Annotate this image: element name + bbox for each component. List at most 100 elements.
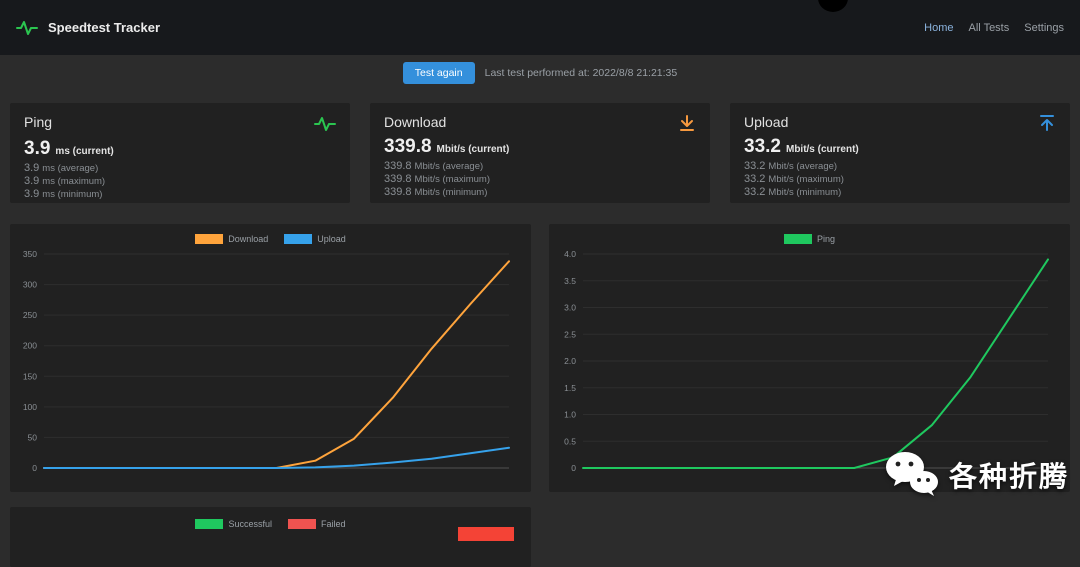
nav-link-settings[interactable]: Settings [1024, 21, 1064, 34]
legend-label: Download [228, 234, 269, 244]
ping-current: 3.9 ms (current) [24, 138, 336, 160]
svg-text:1.0: 1.0 [564, 410, 576, 420]
upload-average-row: 33.2 Mbit/s (average) [744, 160, 1056, 173]
legend-color-box [195, 519, 224, 529]
svg-text:100: 100 [23, 402, 37, 412]
ping-maximum-row: 3.9 ms (maximum) [24, 175, 336, 188]
test-again-button[interactable]: Test again [402, 62, 475, 84]
legend-item[interactable]: Failed [288, 519, 346, 529]
nav-link-home[interactable]: Home [924, 21, 954, 34]
svg-text:0: 0 [32, 463, 37, 473]
wechat-icon [884, 450, 940, 500]
legend-item[interactable]: Ping [783, 234, 835, 244]
success-failed-chart-legend: Successful Failed [10, 517, 531, 531]
upload-current: 33.2 Mbit/s (current) [744, 136, 1056, 158]
stat-value: 33.2 [744, 160, 766, 172]
download-card: Download 339.8 Mbit/s (current) 339.8 Mbit… [370, 103, 710, 203]
legend-color-box [288, 519, 316, 529]
stat-value: 339.8 [384, 186, 412, 198]
download-current-value: 339.8 [384, 136, 432, 157]
decorative-arc [818, 0, 848, 12]
upload-maximum-row: 33.2 Mbit/s (maximum) [744, 173, 1056, 186]
stat-label: Mbit/s (maximum) [414, 174, 491, 185]
stat-value: 3.9 [24, 175, 40, 187]
svg-text:250: 250 [23, 310, 37, 320]
legend-label: Successful [228, 519, 272, 529]
toolbar: Test again Last test performed at: 2022/… [0, 62, 1080, 84]
download-upload-chart: 0 50 100 150 200 250 300 350 [14, 248, 525, 484]
stat-value: 339.8 [384, 173, 412, 185]
download-upload-chart-legend: Download Upload [10, 232, 531, 246]
download-current-unit: Mbit/s (current) [436, 144, 510, 155]
svg-text:300: 300 [23, 280, 37, 290]
upload-current-unit: Mbit/s (current) [785, 144, 859, 155]
success-failed-chart-panel: Successful Failed [10, 507, 531, 567]
legend-label: Failed [321, 519, 346, 529]
stat-label: Mbit/s (minimum) [414, 187, 488, 198]
svg-text:2.5: 2.5 [564, 329, 576, 339]
ping-current-unit: ms (current) [55, 146, 114, 157]
svg-text:3.5: 3.5 [564, 276, 576, 286]
download-current: 339.8 Mbit/s (current) [384, 136, 696, 158]
stat-label: ms (average) [42, 163, 99, 174]
svg-text:350: 350 [23, 249, 37, 259]
svg-text:1.5: 1.5 [564, 383, 576, 393]
stat-value: 3.9 [24, 188, 40, 200]
legend-color-box [783, 234, 812, 244]
ping-card-title: Ping [24, 114, 53, 130]
legend-item[interactable]: Upload [284, 234, 346, 244]
ping-card: Ping 3.9 ms (current) 3.9 ms (average) 3.9… [10, 103, 350, 203]
stat-label: Mbit/s (minimum) [768, 187, 842, 198]
download-average-row: 339.8 Mbit/s (average) [384, 160, 696, 173]
nav-links: Home All Tests Settings [924, 22, 1064, 34]
ping-current-value: 3.9 [24, 138, 51, 159]
svg-text:4.0: 4.0 [564, 249, 576, 259]
svg-text:0: 0 [571, 463, 576, 473]
legend-label: Upload [317, 234, 346, 244]
svg-text:150: 150 [23, 371, 37, 381]
svg-text:0.5: 0.5 [564, 436, 576, 446]
legend-item[interactable]: Download [195, 234, 268, 244]
download-card-title: Download [384, 114, 447, 130]
stat-label: ms (maximum) [42, 176, 106, 187]
stat-label: Mbit/s (average) [414, 161, 484, 172]
upload-minimum-row: 33.2 Mbit/s (minimum) [744, 186, 1056, 199]
ping-chart: 0 0.5 1.0 1.5 2.0 2.5 3.0 3.5 4.0 [553, 248, 1064, 484]
upload-current-value: 33.2 [744, 136, 781, 157]
ping-minimum-row: 3.9 ms (minimum) [24, 188, 336, 201]
brand[interactable]: Speedtest Tracker [16, 18, 160, 38]
stat-value: 33.2 [744, 173, 766, 185]
pulse-icon [314, 114, 336, 134]
legend-label: Ping [816, 234, 835, 244]
stat-value: 3.9 [24, 162, 40, 174]
download-upload-chart-panel: Download Upload 0 50 100 150 200 250 300 350 [10, 224, 531, 492]
last-test-text: Last test performed at: 2022/8/8 21:21:3… [484, 67, 678, 79]
navbar: Speedtest Tracker Home All Tests Setting… [0, 0, 1080, 55]
download-minimum-row: 339.8 Mbit/s (minimum) [384, 186, 696, 199]
legend-color-box [284, 234, 313, 244]
ping-chart-legend: Ping [549, 232, 1070, 246]
legend-color-box [195, 234, 224, 244]
svg-text:3.0: 3.0 [564, 303, 576, 313]
watermark-text: 各种折腾 [949, 461, 1070, 492]
stat-label: Mbit/s (average) [768, 161, 838, 172]
pulse-icon [16, 18, 38, 38]
stat-label: Mbit/s (maximum) [768, 174, 844, 185]
stat-value: 339.8 [384, 160, 412, 172]
stat-value: 33.2 [744, 186, 766, 198]
upload-card-title: Upload [744, 114, 789, 130]
ping-average-row: 3.9 ms (average) [24, 162, 336, 175]
svg-text:2.0: 2.0 [564, 356, 576, 366]
upload-arrow-icon [1038, 114, 1056, 132]
download-arrow-icon [678, 114, 696, 132]
legend-item[interactable]: Successful [195, 519, 272, 529]
ping-chart-panel: Ping 0 0.5 1.0 1.5 2.0 2.5 3.0 3.5 4.0 [549, 224, 1070, 492]
failed-red-bar [458, 527, 514, 541]
watermark: 各种折腾 [884, 450, 1069, 500]
upload-card: Upload 33.2 Mbit/s (current) 33.2 Mbit/s (… [730, 103, 1070, 203]
app-title: Speedtest Tracker [48, 20, 161, 35]
nav-link-all-tests[interactable]: All Tests [968, 21, 1010, 34]
stat-label: ms (minimum) [42, 189, 103, 200]
svg-text:200: 200 [23, 341, 37, 351]
download-maximum-row: 339.8 Mbit/s (maximum) [384, 173, 696, 186]
